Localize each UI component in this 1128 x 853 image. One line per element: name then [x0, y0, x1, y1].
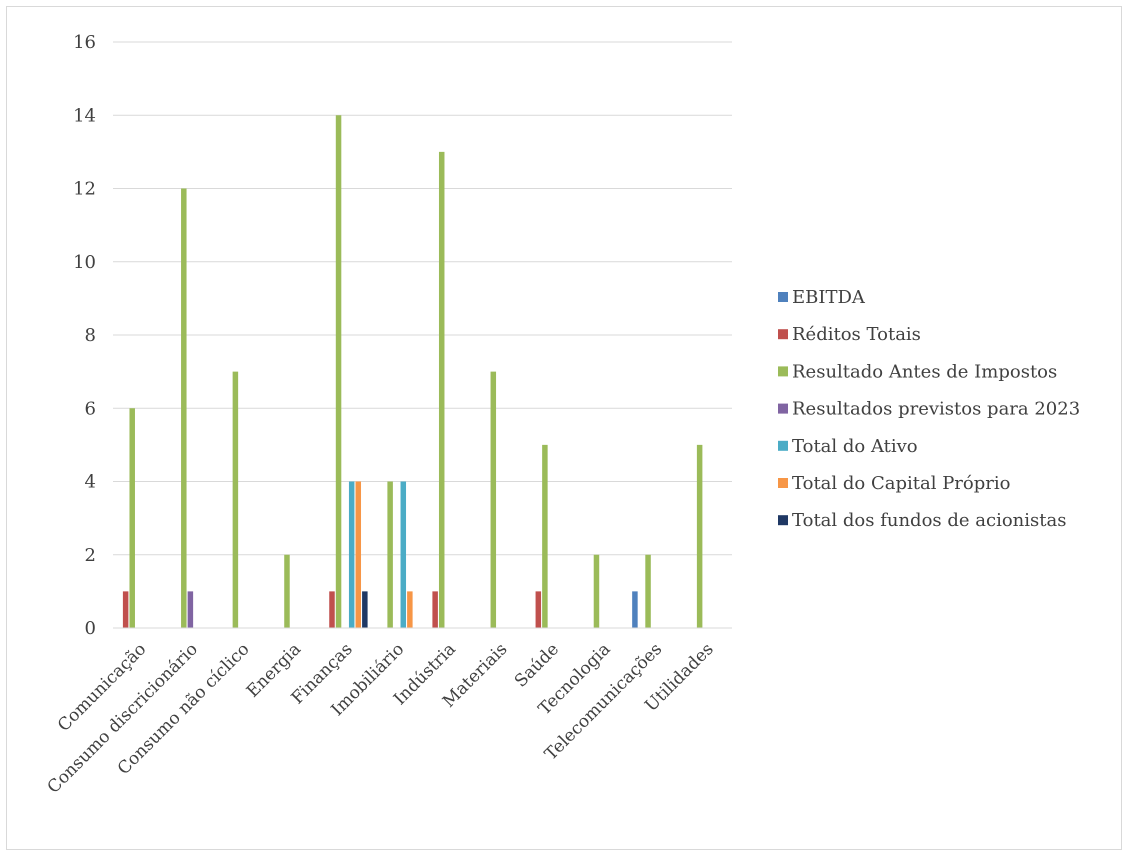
- legend-item[interactable]: EBITDA: [778, 287, 866, 308]
- y-tick-label: 10: [73, 252, 96, 273]
- legend-item[interactable]: Total do Ativo: [778, 436, 918, 457]
- bar: [387, 481, 393, 628]
- legend-swatch: [778, 440, 788, 451]
- legend-label: Total do Ativo: [792, 436, 918, 457]
- legend-label: Resultados previstos para 2023: [792, 399, 1080, 420]
- y-tick-label: 8: [85, 325, 96, 346]
- y-tick-label: 0: [85, 618, 96, 639]
- bar: [438, 151, 445, 628]
- legend-label: Total dos fundos de acionistas: [792, 510, 1066, 531]
- legend-swatch: [778, 366, 788, 377]
- legend-label: Réditos Totais: [792, 324, 921, 345]
- bar: [284, 554, 290, 628]
- bar: [645, 554, 651, 628]
- chart-frame: [6, 6, 1122, 850]
- bar: [400, 481, 407, 628]
- bar: [490, 371, 497, 628]
- y-tick-label: 14: [73, 105, 96, 126]
- legend-swatch: [778, 329, 788, 340]
- legend-item[interactable]: Total dos fundos de acionistas: [778, 510, 1066, 531]
- bar: [232, 371, 239, 628]
- bar: [696, 444, 703, 628]
- bar: [129, 408, 135, 628]
- bar: [348, 481, 355, 628]
- legend-item[interactable]: Resultados previstos para 2023: [778, 399, 1080, 420]
- legend-label: Resultado Antes de Impostos: [792, 361, 1057, 382]
- legend-label: EBITDA: [792, 287, 866, 308]
- y-tick-label: 16: [73, 32, 96, 53]
- legend-swatch: [778, 478, 788, 488]
- legend-swatch: [778, 292, 788, 302]
- bar: [335, 115, 342, 628]
- bar: [632, 591, 638, 628]
- bar: [535, 591, 542, 628]
- legend-swatch: [778, 403, 788, 414]
- bar: [181, 188, 187, 628]
- x-tick-label: Comunicação: [54, 639, 150, 735]
- legend-item[interactable]: Resultado Antes de Impostos: [778, 361, 1057, 382]
- bar: [329, 591, 335, 628]
- bar: [593, 554, 600, 628]
- bar: [355, 481, 362, 628]
- gridlines: [113, 41, 732, 629]
- bars: [122, 115, 703, 628]
- legend-item[interactable]: Réditos Totais: [778, 324, 921, 345]
- y-tick-label: 4: [85, 472, 96, 493]
- legend-swatch: [778, 515, 788, 526]
- bar: [432, 591, 438, 628]
- y-tick-label: 6: [85, 398, 96, 419]
- y-tick-label: 12: [73, 179, 96, 200]
- legend-item[interactable]: Total do Capital Próprio: [778, 473, 1010, 494]
- y-axis-ticks: 0 2 4 6 8 10 12 14 16: [73, 32, 96, 639]
- bar: [362, 591, 368, 628]
- bar: [542, 444, 548, 628]
- bar: [187, 591, 194, 628]
- legend-label: Total do Capital Próprio: [792, 473, 1010, 494]
- bar: [122, 591, 129, 628]
- legend[interactable]: EBITDA Réditos Totais Resultado Antes de I…: [778, 287, 1080, 531]
- y-tick-label: 2: [85, 545, 96, 566]
- bar: [407, 591, 413, 628]
